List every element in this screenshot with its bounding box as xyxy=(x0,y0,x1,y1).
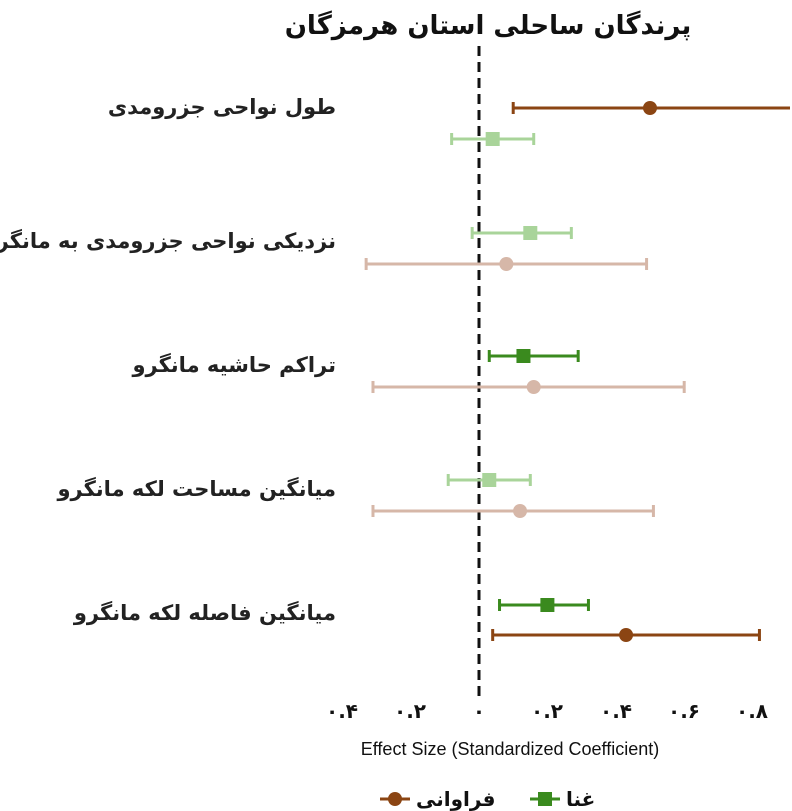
x-tick-label-0: ۰.۴ xyxy=(326,699,358,723)
category-label-1: نزدیکی نواحی جزرومدی به مانگرو xyxy=(0,228,336,253)
category-label-3: میانگین مساحت لکه مانگرو xyxy=(56,476,336,501)
category-label-4: میانگین فاصله لکه مانگرو xyxy=(73,600,336,625)
point-estimate-s0-c4 xyxy=(540,598,555,612)
point-estimate-s1-c0 xyxy=(643,101,657,115)
legend-richness-label: غنا xyxy=(566,787,595,811)
point-estimate-s1-c3 xyxy=(513,504,528,518)
x-tick-label-1: ۰.۲ xyxy=(394,699,426,723)
x-tick-label-4: ۰.۴ xyxy=(600,699,632,723)
legend: فراوانی غنا xyxy=(380,787,595,811)
point-estimate-s1-c4 xyxy=(619,628,634,642)
legend-item-richness: غنا xyxy=(530,787,595,811)
legend-richness-marker xyxy=(538,792,552,806)
chart-title: پرندگان ساحلی استان هرمزگان xyxy=(285,10,692,41)
point-estimate-s0-c2 xyxy=(516,349,531,363)
point-estimate-s0-c1 xyxy=(523,226,538,240)
x-axis-title: Effect Size (Standardized Coefficient) xyxy=(361,739,660,759)
x-axis-ticks: ۰.۴ ۰.۲ ۰ ۰.۲ ۰.۴ ۰.۶ ۰.۸ xyxy=(326,699,768,723)
legend-item-abundance: فراوانی xyxy=(380,787,495,811)
category-label-0: طول نواحی جزرومدی xyxy=(108,95,336,119)
chart-marks xyxy=(364,101,790,642)
point-estimate-s0-c3 xyxy=(482,473,497,487)
point-estimate-s1-c1 xyxy=(499,257,514,271)
point-estimate-s0-c0 xyxy=(485,132,500,146)
x-tick-label-6: ۰.۸ xyxy=(736,699,768,723)
x-tick-label-2: ۰ xyxy=(473,699,485,723)
x-tick-label-5: ۰.۶ xyxy=(668,699,700,723)
category-label-2: تراکم حاشیه مانگرو xyxy=(131,352,336,377)
point-estimate-s1-c2 xyxy=(526,380,541,394)
category-labels: طول نواحی جزرومدی نزدیکی نواحی جزرومدی ب… xyxy=(0,95,336,625)
x-tick-label-3: ۰.۲ xyxy=(531,699,563,723)
legend-abundance-label: فراوانی xyxy=(416,787,495,811)
legend-abundance-marker xyxy=(388,792,402,806)
